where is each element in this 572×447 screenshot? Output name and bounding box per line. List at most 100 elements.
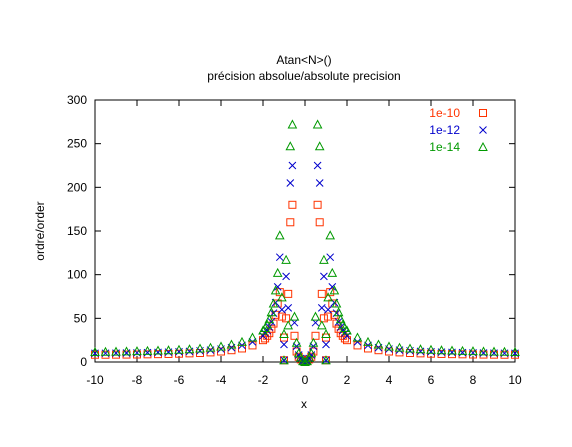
data-point xyxy=(310,311,321,321)
data-point xyxy=(324,305,332,314)
data-point xyxy=(317,303,326,312)
data-point xyxy=(121,346,132,356)
data-point xyxy=(153,345,163,355)
y-tick-label: 300 xyxy=(67,93,87,107)
data-point xyxy=(237,336,247,346)
data-point xyxy=(285,141,296,151)
x-tick-label: -4 xyxy=(216,373,227,387)
data-point xyxy=(322,356,330,365)
data-point xyxy=(281,254,291,264)
data-point xyxy=(321,328,331,339)
data-point xyxy=(284,303,293,312)
x-tick-label: -10 xyxy=(86,373,104,387)
data-point xyxy=(284,289,293,298)
data-point xyxy=(352,332,363,342)
data-point xyxy=(164,348,173,356)
data-point xyxy=(300,356,310,366)
data-point xyxy=(311,331,320,340)
data-point xyxy=(304,352,315,362)
data-point xyxy=(457,345,468,355)
axis-ticks xyxy=(94,99,516,363)
data-point xyxy=(273,283,282,291)
data-point xyxy=(277,312,286,321)
data-point xyxy=(331,298,342,308)
series-3 xyxy=(90,119,520,366)
data-point xyxy=(226,339,237,349)
data-point xyxy=(343,336,351,345)
data-point xyxy=(448,348,456,357)
data-point xyxy=(405,343,415,353)
data-point xyxy=(478,346,489,356)
data-point xyxy=(206,348,215,357)
data-point xyxy=(363,336,373,346)
data-point xyxy=(291,337,302,347)
data-point xyxy=(195,343,205,353)
y-tick-label: 250 xyxy=(67,137,87,151)
data-point xyxy=(469,348,477,357)
data-point xyxy=(264,314,275,324)
x-tick-label: -8 xyxy=(132,373,143,387)
data-point xyxy=(286,218,295,227)
data-point xyxy=(248,341,257,350)
legend-marker xyxy=(478,141,488,151)
data-point xyxy=(436,345,447,355)
data-point xyxy=(280,356,288,365)
data-point xyxy=(289,311,300,321)
data-point xyxy=(261,334,270,343)
data-point xyxy=(258,325,268,335)
data-point xyxy=(385,347,393,356)
x-tick-label: -2 xyxy=(258,373,269,387)
data-point xyxy=(142,345,153,355)
data-point xyxy=(329,285,340,295)
data-point xyxy=(266,307,277,317)
data-point xyxy=(288,161,297,170)
data-point xyxy=(227,346,236,355)
data-point xyxy=(143,348,152,357)
y-tick-label: 50 xyxy=(74,311,88,325)
data-point xyxy=(333,307,344,317)
x-tick-label: 10 xyxy=(508,373,522,387)
data-point xyxy=(328,283,337,291)
data-point xyxy=(280,340,288,349)
legend-marker xyxy=(479,126,487,134)
data-point xyxy=(278,305,286,314)
y-tick-label: 150 xyxy=(67,224,87,238)
data-point xyxy=(154,348,162,357)
legend-marker xyxy=(479,109,487,117)
data-point xyxy=(163,345,174,355)
data-point xyxy=(312,119,323,129)
data-point xyxy=(262,319,273,329)
data-point xyxy=(316,320,327,330)
data-point xyxy=(353,341,362,350)
data-point xyxy=(315,179,324,187)
data-point xyxy=(395,348,404,357)
data-point xyxy=(320,272,328,281)
chart-subtitle: précision absolue/absolute precision xyxy=(207,69,400,83)
data-point xyxy=(196,349,204,358)
data-point xyxy=(447,345,457,355)
legend-label: 1e-14 xyxy=(429,140,460,154)
data-point xyxy=(327,267,338,277)
data-point xyxy=(90,346,100,356)
data-point xyxy=(313,200,322,209)
data-point xyxy=(306,348,317,358)
data-point xyxy=(458,348,467,357)
data-point xyxy=(323,292,333,302)
data-point xyxy=(510,346,520,356)
data-point xyxy=(279,355,289,365)
data-point xyxy=(489,346,499,356)
x-tick-label: 6 xyxy=(428,373,435,387)
data-point xyxy=(205,342,216,352)
data-point xyxy=(100,346,111,356)
series-2 xyxy=(91,161,519,366)
data-point xyxy=(343,331,351,340)
data-point xyxy=(282,272,290,281)
data-point xyxy=(394,342,405,352)
data-point xyxy=(308,337,319,347)
data-point xyxy=(272,267,283,277)
data-point xyxy=(426,344,436,354)
legend-label: 1e-12 xyxy=(429,123,460,137)
data-point xyxy=(313,161,322,170)
